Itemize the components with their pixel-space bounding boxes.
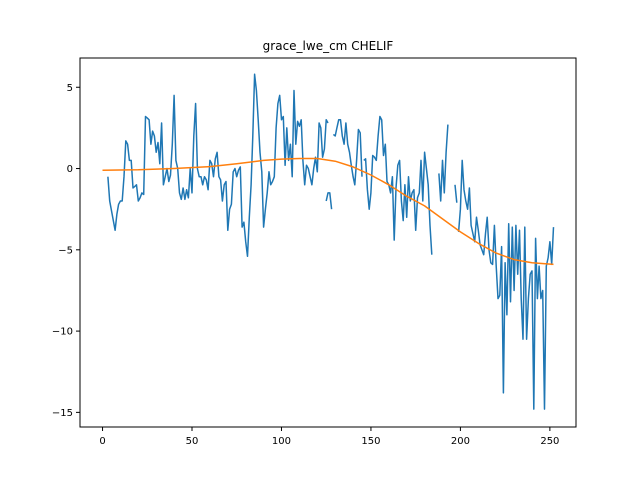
series-0-line-segment-1 xyxy=(325,192,333,210)
series-layer xyxy=(102,73,555,410)
series-0-line-segment-0 xyxy=(107,73,329,258)
series-0-line-segment-3 xyxy=(363,115,433,255)
series-1-line-segment-0 xyxy=(102,157,554,266)
x-tick-label: 50 xyxy=(186,436,199,447)
y-tick-label: −15 xyxy=(52,408,73,419)
series-0-line-segment-5 xyxy=(454,184,458,203)
series-0-line-segment-2 xyxy=(332,119,363,186)
plot-frame xyxy=(79,57,577,428)
y-tick-label: 5 xyxy=(67,83,73,94)
x-tick-label: 250 xyxy=(540,436,559,447)
series-0-line-segment-4 xyxy=(438,124,449,202)
y-tick-label: −5 xyxy=(58,245,73,256)
x-axis: 0 50 100 150 200 250 xyxy=(99,427,559,447)
y-tick-label: −10 xyxy=(52,327,73,338)
chart-title: grace_lwe_cm CHELIF xyxy=(263,39,394,53)
x-tick-label: 0 xyxy=(99,436,105,447)
y-tick-label: 0 xyxy=(67,164,73,175)
x-tick-label: 150 xyxy=(361,436,380,447)
y-axis: 5 0 −5 −10 −15 xyxy=(52,83,80,419)
x-tick-label: 200 xyxy=(451,436,470,447)
x-tick-label: 100 xyxy=(272,436,291,447)
